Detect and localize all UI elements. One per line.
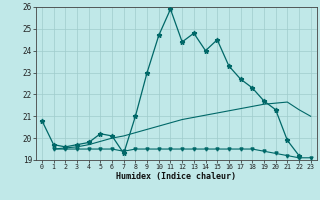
X-axis label: Humidex (Indice chaleur): Humidex (Indice chaleur) — [116, 172, 236, 181]
